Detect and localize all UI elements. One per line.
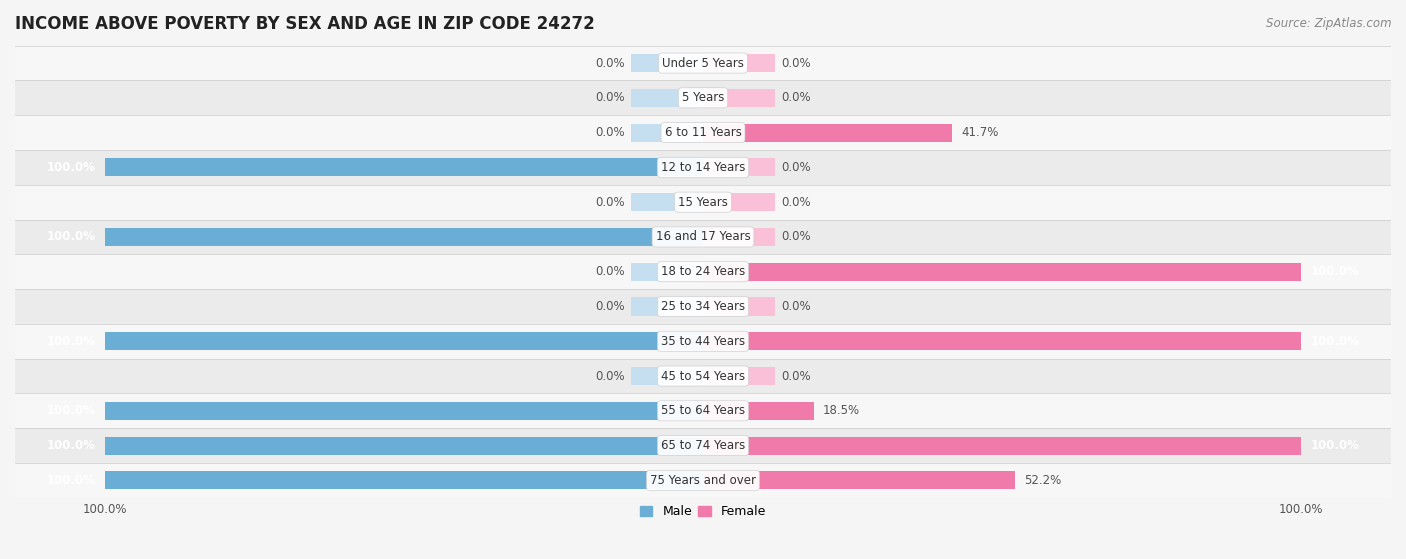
Bar <box>631 89 703 107</box>
Text: 25 to 34 Years: 25 to 34 Years <box>661 300 745 313</box>
Text: 0.0%: 0.0% <box>780 369 810 382</box>
Bar <box>703 228 775 246</box>
Text: 6 to 11 Years: 6 to 11 Years <box>665 126 741 139</box>
Text: 12 to 14 Years: 12 to 14 Years <box>661 161 745 174</box>
Bar <box>703 367 775 385</box>
Text: 0.0%: 0.0% <box>596 126 626 139</box>
Text: 0.0%: 0.0% <box>780 196 810 209</box>
Bar <box>631 367 703 385</box>
Text: 0.0%: 0.0% <box>596 91 626 105</box>
Text: 100.0%: 100.0% <box>46 404 96 418</box>
Text: 75 Years and over: 75 Years and over <box>650 474 756 487</box>
Bar <box>15 463 1391 498</box>
Text: 0.0%: 0.0% <box>596 196 626 209</box>
Bar <box>631 263 703 281</box>
Bar <box>631 124 703 141</box>
Text: INCOME ABOVE POVERTY BY SEX AND AGE IN ZIP CODE 24272: INCOME ABOVE POVERTY BY SEX AND AGE IN Z… <box>15 15 595 33</box>
Text: 15 Years: 15 Years <box>678 196 728 209</box>
Text: 0.0%: 0.0% <box>596 56 626 69</box>
Bar <box>104 402 703 420</box>
Bar <box>631 193 703 211</box>
Bar <box>104 228 703 246</box>
Bar <box>15 150 1391 185</box>
Text: 100.0%: 100.0% <box>46 474 96 487</box>
Bar <box>703 89 775 107</box>
Text: 65 to 74 Years: 65 to 74 Years <box>661 439 745 452</box>
Bar <box>104 332 703 350</box>
Text: 0.0%: 0.0% <box>780 161 810 174</box>
Text: 0.0%: 0.0% <box>780 300 810 313</box>
Bar <box>703 437 1302 454</box>
Bar <box>15 185 1391 220</box>
Text: 100.0%: 100.0% <box>46 161 96 174</box>
Text: 16 and 17 Years: 16 and 17 Years <box>655 230 751 243</box>
Bar <box>703 402 814 420</box>
Text: 0.0%: 0.0% <box>596 300 626 313</box>
Text: 55 to 64 Years: 55 to 64 Years <box>661 404 745 418</box>
Bar <box>15 220 1391 254</box>
Text: 0.0%: 0.0% <box>780 56 810 69</box>
Text: 100.0%: 100.0% <box>46 335 96 348</box>
Text: Under 5 Years: Under 5 Years <box>662 56 744 69</box>
Text: 100.0%: 100.0% <box>46 230 96 243</box>
Legend: Male, Female: Male, Female <box>636 500 770 523</box>
Text: 100.0%: 100.0% <box>1310 265 1360 278</box>
Text: 0.0%: 0.0% <box>596 369 626 382</box>
Bar <box>15 46 1391 80</box>
Text: 35 to 44 Years: 35 to 44 Years <box>661 335 745 348</box>
Text: 100.0%: 100.0% <box>46 439 96 452</box>
Text: 5 Years: 5 Years <box>682 91 724 105</box>
Bar <box>15 359 1391 394</box>
Bar <box>703 193 775 211</box>
Bar <box>15 115 1391 150</box>
Text: 52.2%: 52.2% <box>1024 474 1062 487</box>
Bar <box>703 263 1302 281</box>
Bar <box>15 428 1391 463</box>
Text: 0.0%: 0.0% <box>780 91 810 105</box>
Bar <box>15 254 1391 289</box>
Bar <box>104 471 703 490</box>
Bar <box>703 332 1302 350</box>
Bar <box>703 124 952 141</box>
Bar <box>703 297 775 315</box>
Bar <box>104 158 703 177</box>
Bar <box>631 54 703 72</box>
Bar <box>703 471 1015 490</box>
Text: 0.0%: 0.0% <box>596 265 626 278</box>
Text: 18.5%: 18.5% <box>823 404 860 418</box>
Text: 100.0%: 100.0% <box>1310 439 1360 452</box>
Bar <box>631 297 703 315</box>
Text: 41.7%: 41.7% <box>962 126 998 139</box>
Text: 18 to 24 Years: 18 to 24 Years <box>661 265 745 278</box>
Bar <box>15 80 1391 115</box>
Bar <box>104 437 703 454</box>
Bar <box>15 394 1391 428</box>
Text: 45 to 54 Years: 45 to 54 Years <box>661 369 745 382</box>
Bar <box>15 324 1391 359</box>
Bar <box>703 54 775 72</box>
Text: 0.0%: 0.0% <box>780 230 810 243</box>
Text: 100.0%: 100.0% <box>1310 335 1360 348</box>
Bar <box>15 289 1391 324</box>
Bar <box>703 158 775 177</box>
Text: Source: ZipAtlas.com: Source: ZipAtlas.com <box>1267 17 1392 30</box>
